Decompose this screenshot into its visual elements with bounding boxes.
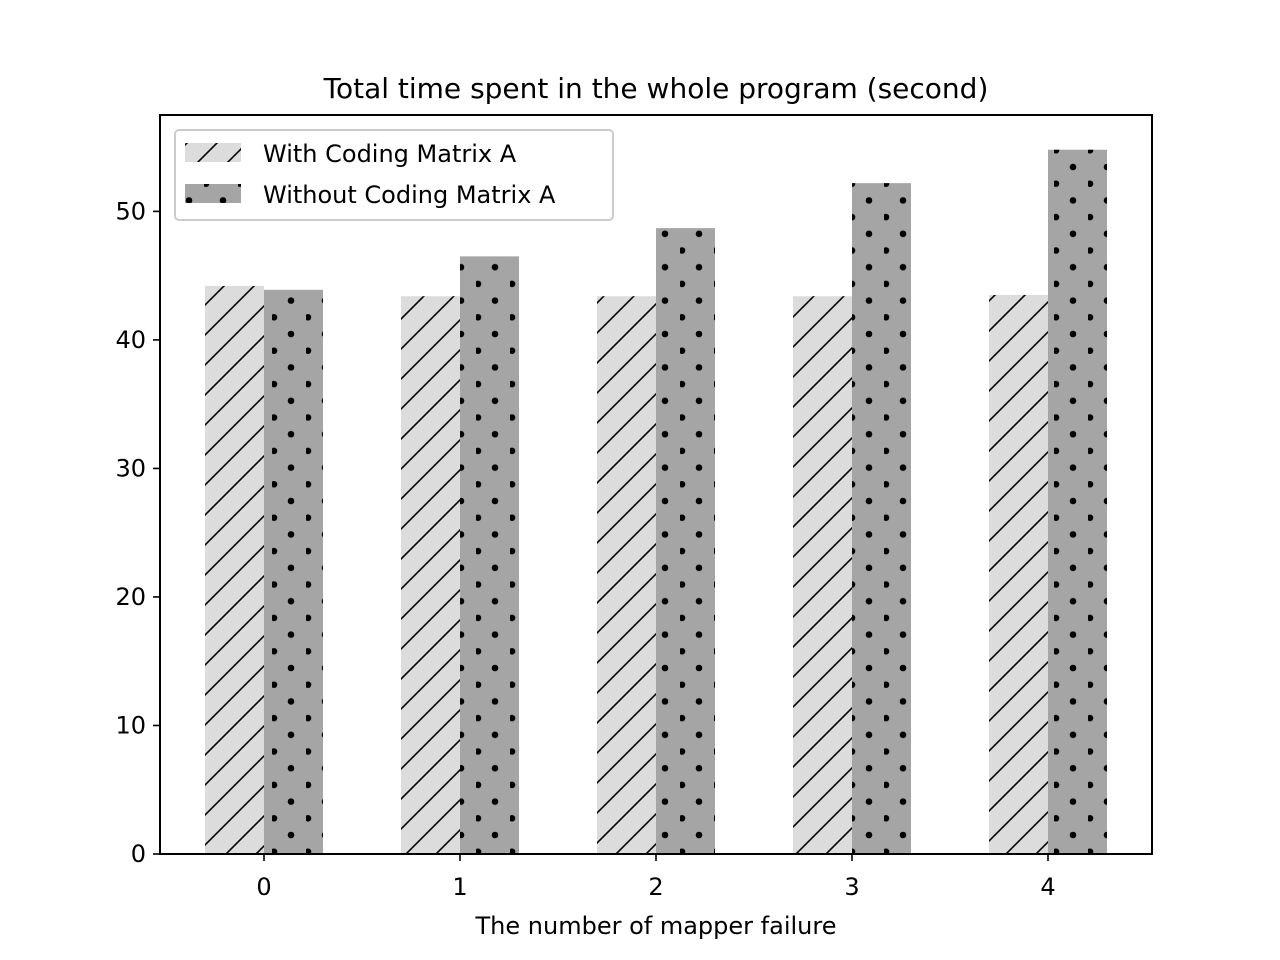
y-tick-label: 0 bbox=[131, 840, 146, 868]
y-tick-label: 50 bbox=[115, 197, 146, 225]
bar-with-coding-matrix-a-4 bbox=[989, 294, 1048, 854]
y-tick-label: 30 bbox=[115, 454, 146, 482]
y-tick-label: 40 bbox=[115, 326, 146, 354]
bar-without-coding-matrix-a-2 bbox=[656, 228, 715, 855]
bar-with-coding-matrix-a-1 bbox=[401, 296, 460, 854]
x-tick-label: 4 bbox=[1040, 873, 1055, 901]
y-tick-label: 20 bbox=[115, 583, 146, 611]
x-tick-label: 2 bbox=[648, 873, 663, 901]
x-axis: 0 1 2 3 4 bbox=[256, 854, 1056, 901]
bar-without-coding-matrix-a-0 bbox=[264, 289, 323, 854]
x-tick-label: 3 bbox=[844, 873, 859, 901]
x-tick-label: 0 bbox=[256, 873, 271, 901]
legend: With Coding Matrix A Without Coding Matr… bbox=[174, 129, 614, 221]
bar-without-coding-matrix-a-3 bbox=[852, 183, 911, 854]
legend-label-with-coding-matrix-a: With Coding Matrix A bbox=[263, 140, 517, 168]
y-tick-label: 10 bbox=[115, 711, 146, 739]
x-tick-label: 1 bbox=[452, 873, 467, 901]
bar-with-coding-matrix-a-0 bbox=[205, 285, 264, 854]
legend-frame bbox=[174, 129, 614, 221]
legend-swatch-without-coding-matrix-a bbox=[185, 184, 241, 203]
bar-with-coding-matrix-a-3 bbox=[793, 296, 852, 854]
legend-label-without-coding-matrix-a: Without Coding Matrix A bbox=[263, 181, 556, 209]
bar-without-coding-matrix-a-1 bbox=[460, 256, 519, 854]
bars-group bbox=[205, 149, 1107, 855]
bar-without-coding-matrix-a-4 bbox=[1048, 149, 1107, 854]
x-axis-label: The number of mapper failure bbox=[475, 912, 837, 940]
bar-with-coding-matrix-a-2 bbox=[597, 296, 656, 854]
legend-swatch-with-coding-matrix-a bbox=[185, 143, 241, 162]
y-axis: 0 10 20 30 40 50 bbox=[115, 197, 160, 868]
chart-title: Total time spent in the whole program (s… bbox=[323, 72, 989, 105]
